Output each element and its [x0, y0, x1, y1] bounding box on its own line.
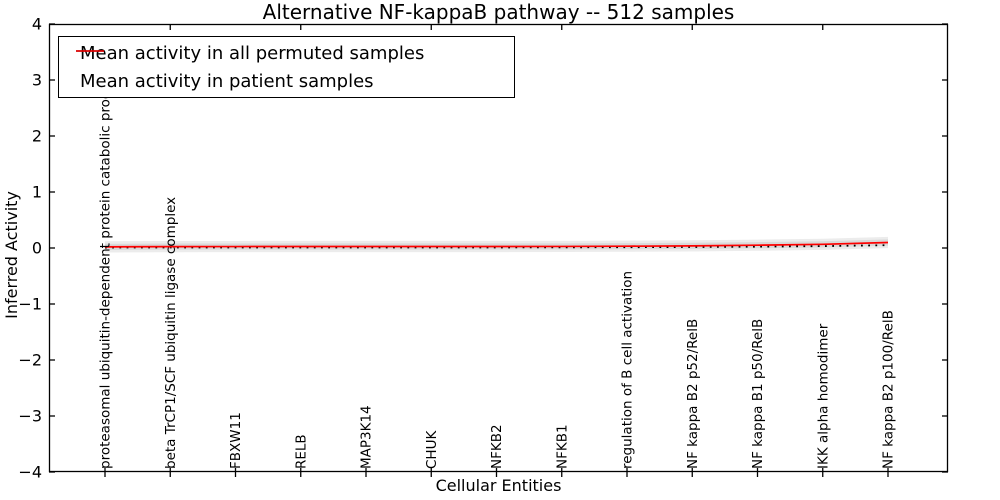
y-tick-label: −4	[18, 463, 42, 482]
series-line-permuted	[104, 244, 889, 249]
x-category-label: NF kappa B1 p50/RelB	[750, 319, 766, 469]
x-category-label: RELB	[293, 434, 309, 469]
legend-entry-permuted: Mean activity in all permuted samples	[59, 39, 514, 67]
y-tick-label: 0	[32, 239, 42, 258]
legend-entry-patient: Mean activity in patient samples	[59, 50, 514, 95]
x-axis-label: Cellular Entities	[435, 476, 562, 495]
legend-label: Mean activity in patient samples	[80, 70, 374, 92]
legend-line-sample-red	[76, 50, 104, 52]
legend-label: Mean activity in all permuted samples	[80, 42, 425, 64]
x-category-label: regulation of B cell activation	[620, 271, 636, 469]
x-category-label: CHUK	[424, 430, 440, 469]
x-category-label: proteasomal ubiquitin-dependent protein …	[98, 69, 114, 469]
y-tick-label: 3	[32, 71, 42, 90]
x-category-label: IKK alpha homodimer	[815, 323, 831, 469]
x-category-label: FBXW11	[228, 412, 244, 469]
series-line-patient	[104, 241, 889, 248]
y-tick-label: −1	[18, 295, 42, 314]
y-tick-label: 1	[32, 183, 42, 202]
x-category-label: NFKB2	[489, 424, 505, 469]
x-category-label: NF kappa B2 p52/RelB	[685, 319, 701, 469]
y-axis-label: Inferred Activity	[2, 191, 21, 319]
y-tick-label: 2	[32, 127, 42, 146]
legend: Mean activity in all permuted samples Me…	[58, 36, 515, 98]
y-tick-label: −3	[18, 407, 42, 426]
x-category-label: beta TrCP1/SCF ubiquitin ligase complex	[163, 197, 179, 469]
x-category-label: NFKB1	[554, 424, 570, 469]
x-category-label: NF kappa B2 p100/RelB	[881, 310, 897, 469]
chart-title: Alternative NF-kappaB pathway -- 512 sam…	[262, 0, 735, 24]
y-tick-label: −2	[18, 351, 42, 370]
y-tick-label: 4	[32, 15, 42, 34]
x-category-label: MAP3K14	[359, 405, 375, 469]
